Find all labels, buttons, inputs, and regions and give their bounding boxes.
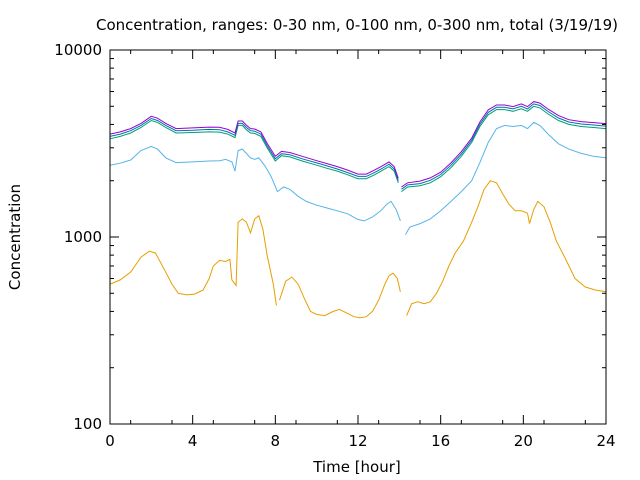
x-tick-label: 16 <box>431 432 450 450</box>
x-tick-label: 12 <box>348 432 367 450</box>
y-tick-label: 10000 <box>54 41 102 59</box>
plot-area <box>109 101 607 319</box>
x-tick-label: 24 <box>596 432 615 450</box>
y-axis-label: Concentration <box>6 184 24 290</box>
y-tick-label: 1000 <box>64 228 102 246</box>
x-tick-label: 8 <box>271 432 281 450</box>
x-tick-label: 0 <box>105 432 115 450</box>
y-tick-label: 100 <box>73 415 102 433</box>
chart-title: Concentration, ranges: 0-30 nm, 0-100 nm… <box>96 16 618 34</box>
x-tick-label: 20 <box>514 432 533 450</box>
x-tick-label: 4 <box>188 432 198 450</box>
series-line-4 <box>109 103 607 190</box>
series-line-2 <box>109 121 607 235</box>
x-axis-label: Time [hour] <box>312 458 401 476</box>
series-line-3 <box>109 105 607 193</box>
axis-ticks: 0 4 8 12 16 20 24 100 1000 10000 <box>54 41 615 450</box>
series-line-5 <box>109 101 607 188</box>
series-line-1 <box>109 180 607 319</box>
